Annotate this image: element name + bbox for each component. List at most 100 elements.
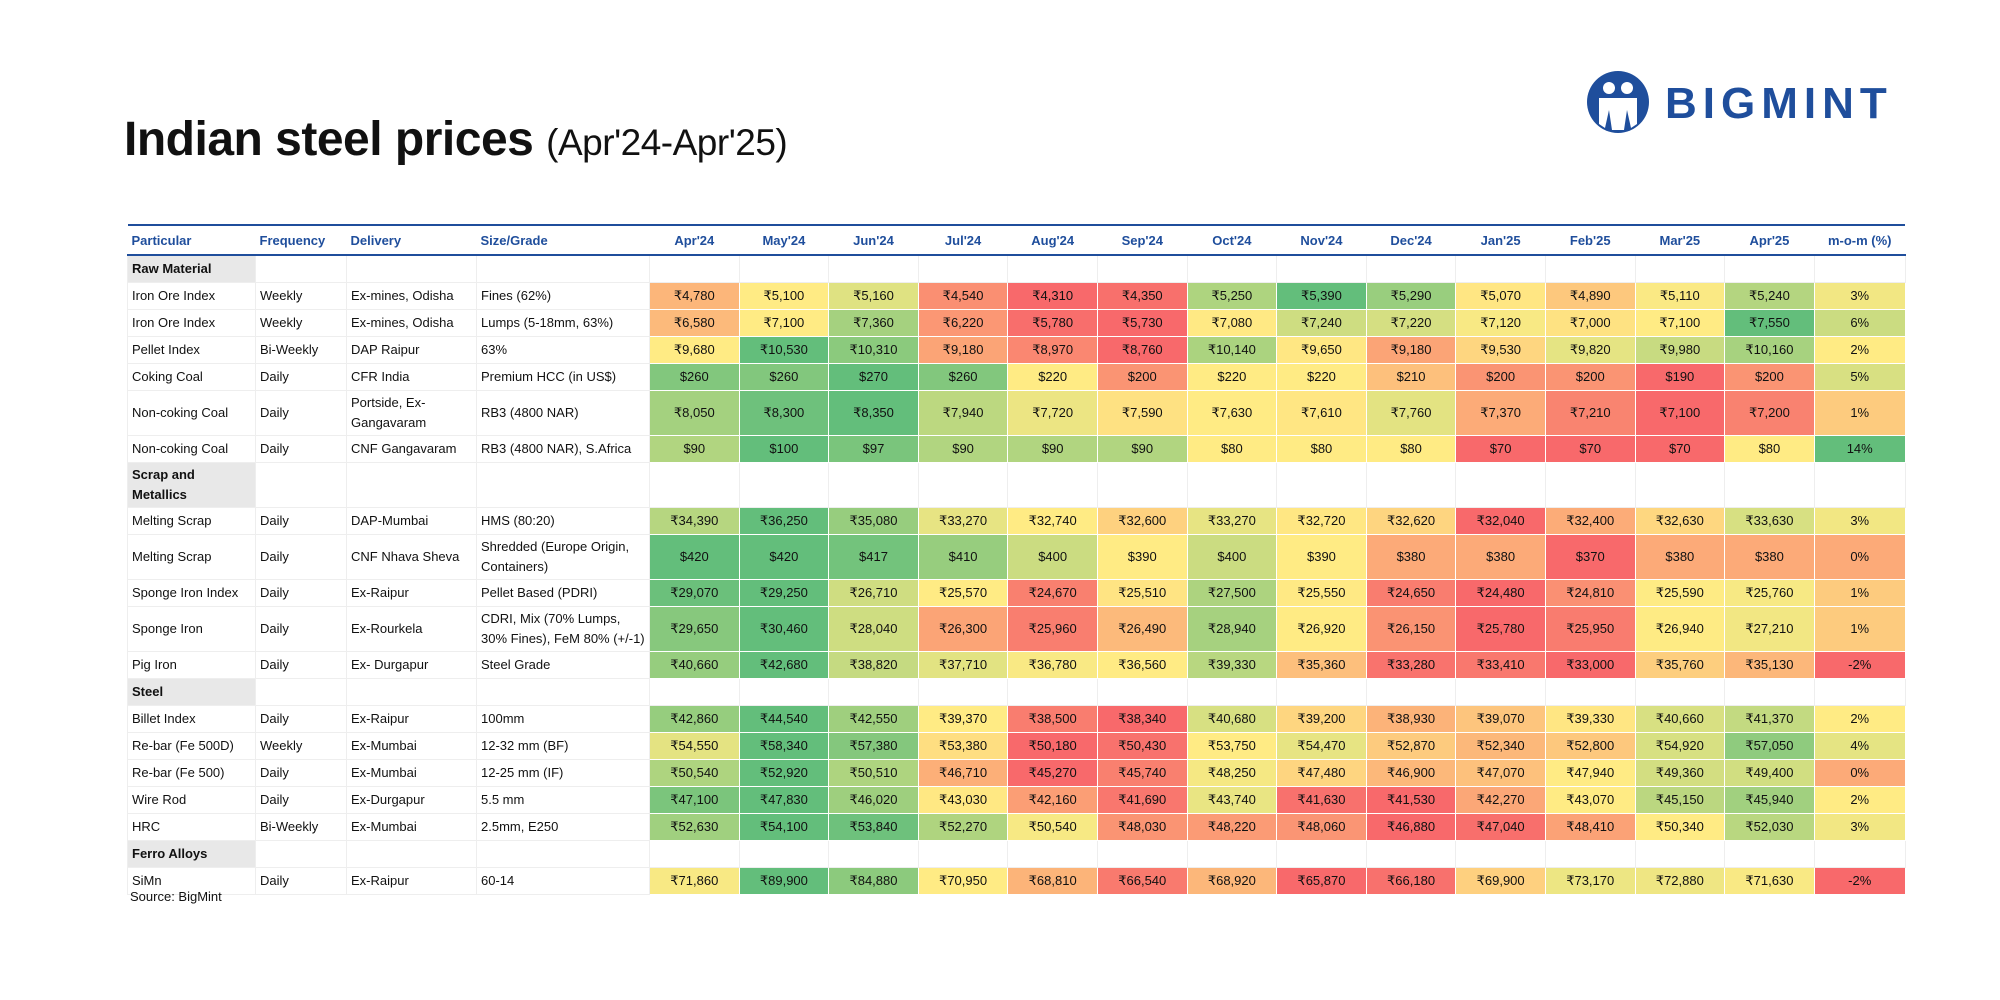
column-header: Oct'24 (1187, 224, 1277, 256)
price-cell: ₹32,720 (1276, 507, 1367, 535)
logo-figure (1599, 98, 1618, 130)
price-cell: ₹33,630 (1724, 507, 1815, 535)
logo-head (1621, 82, 1633, 94)
delivery-cell: Ex- Durgapur (346, 651, 477, 679)
price-cell: ₹54,100 (738, 813, 830, 841)
price-cell: ₹48,030 (1096, 813, 1188, 841)
price-cell: ₹32,040 (1455, 507, 1546, 535)
grade-cell: 100mm (476, 705, 650, 733)
empty-cell (1276, 678, 1367, 706)
section-row: Raw Material (127, 254, 1906, 283)
empty-cell (1544, 840, 1636, 868)
grade-cell: Steel Grade (476, 651, 650, 679)
particular-cell: Sponge Iron (127, 606, 256, 652)
empty-cell (1544, 462, 1636, 508)
empty-cell (1365, 462, 1457, 508)
price-cell: ₹7,720 (1007, 390, 1098, 436)
subtitle: (Apr'24-Apr'25) (546, 122, 788, 163)
mom-cell: 3% (1813, 282, 1906, 310)
particular-cell: Pig Iron (127, 651, 256, 679)
price-cell: $90 (917, 435, 1009, 463)
price-cell: ₹41,630 (1276, 786, 1367, 814)
frequency-cell: Bi-Weekly (255, 813, 347, 841)
delivery-cell: Ex-Mumbai (346, 732, 477, 760)
price-cell: ₹7,100 (1634, 390, 1726, 436)
empty-cell (1724, 678, 1815, 706)
price-cell: ₹38,500 (1007, 705, 1098, 733)
column-header: Jun'24 (828, 224, 919, 256)
price-cell: ₹9,820 (1544, 336, 1636, 364)
price-cell: ₹28,940 (1186, 606, 1278, 652)
price-cell: ₹24,810 (1544, 579, 1636, 607)
mom-cell: -2% (1813, 651, 1906, 679)
grade-cell: Lumps (5-18mm, 63%) (476, 309, 650, 337)
price-cell: ₹41,690 (1096, 786, 1188, 814)
price-cell: ₹27,210 (1724, 606, 1815, 652)
price-cell: ₹41,530 (1365, 786, 1457, 814)
price-cell: ₹42,860 (649, 705, 740, 733)
column-header: Feb'25 (1545, 224, 1636, 256)
column-header: Apr'24 (649, 224, 740, 256)
empty-cell (1724, 840, 1815, 868)
empty-cell (649, 678, 740, 706)
price-cell: $80 (1186, 435, 1278, 463)
particular-cell: Sponge Iron Index (127, 579, 256, 607)
empty-cell (346, 462, 477, 508)
empty-cell (1544, 678, 1636, 706)
header-row: Particular Frequency Delivery Size/Grade Apr… (127, 224, 1906, 256)
price-cell: ₹9,180 (1365, 336, 1457, 364)
empty-cell (255, 462, 347, 508)
mom-cell: 6% (1813, 309, 1906, 337)
logo: BIGMINT (1587, 71, 1887, 133)
delivery-cell: DAP-Mumbai (346, 507, 477, 535)
price-cell: ₹26,300 (917, 606, 1009, 652)
price-cell: ₹38,820 (828, 651, 919, 679)
price-cell: ₹35,360 (1276, 651, 1367, 679)
price-cell: ₹33,410 (1455, 651, 1546, 679)
price-cell: ₹54,470 (1276, 732, 1367, 760)
column-header: Aug'24 (1007, 224, 1098, 256)
empty-cell (1276, 462, 1367, 508)
frequency-cell: Bi-Weekly (255, 336, 347, 364)
empty-cell (649, 462, 740, 508)
price-cell: ₹40,660 (1634, 705, 1726, 733)
price-cell: ₹9,650 (1276, 336, 1367, 364)
price-cell: ₹8,050 (649, 390, 740, 436)
price-cell: ₹7,240 (1276, 309, 1367, 337)
empty-cell (1186, 840, 1278, 868)
price-cell: ₹47,830 (738, 786, 830, 814)
price-cell: ₹47,940 (1544, 759, 1636, 787)
price-cell: ₹35,130 (1724, 651, 1815, 679)
price-cell: ₹45,150 (1634, 786, 1726, 814)
price-cell: ₹7,080 (1186, 309, 1278, 337)
price-cell: $260 (917, 363, 1009, 391)
price-cell: ₹47,480 (1276, 759, 1367, 787)
data-row: SiMn Daily Ex-Raipur 60-14 ₹71,860 ₹89,900 ₹84… (127, 867, 1906, 895)
price-cell: ₹33,000 (1544, 651, 1636, 679)
price-cell: ₹39,070 (1455, 705, 1546, 733)
empty-cell (1724, 254, 1815, 283)
price-cell: ₹39,370 (917, 705, 1009, 733)
column-header: m-o-m (%) (1814, 224, 1906, 256)
price-cell: ₹32,620 (1365, 507, 1457, 535)
section-row: Steel (127, 678, 1906, 706)
empty-cell (346, 254, 477, 283)
data-row: Melting Scrap Daily DAP-Mumbai HMS (80:20) ₹… (127, 507, 1906, 535)
empty-cell (1724, 462, 1815, 508)
column-header: Sep'24 (1097, 224, 1188, 256)
grade-cell: CDRI, Mix (70% Lumps, 30% Fines), FeM 80… (476, 606, 650, 652)
delivery-cell: CNF Gangavaram (346, 435, 477, 463)
price-cell: ₹7,100 (1634, 309, 1726, 337)
data-row: Sponge Iron Index Daily Ex-Raipur Pellet Ba… (127, 579, 1906, 607)
price-cell: ₹48,250 (1186, 759, 1278, 787)
price-cell: $417 (828, 534, 919, 580)
price-cell: $380 (1634, 534, 1726, 580)
price-cell: ₹70,950 (917, 867, 1009, 895)
price-cell: ₹68,810 (1007, 867, 1098, 895)
price-cell: ₹36,250 (738, 507, 830, 535)
frequency-cell: Daily (255, 435, 347, 463)
price-cell: ₹24,670 (1007, 579, 1098, 607)
mom-cell: 3% (1813, 813, 1906, 841)
price-cell: $200 (1724, 363, 1815, 391)
empty-cell (1634, 462, 1726, 508)
